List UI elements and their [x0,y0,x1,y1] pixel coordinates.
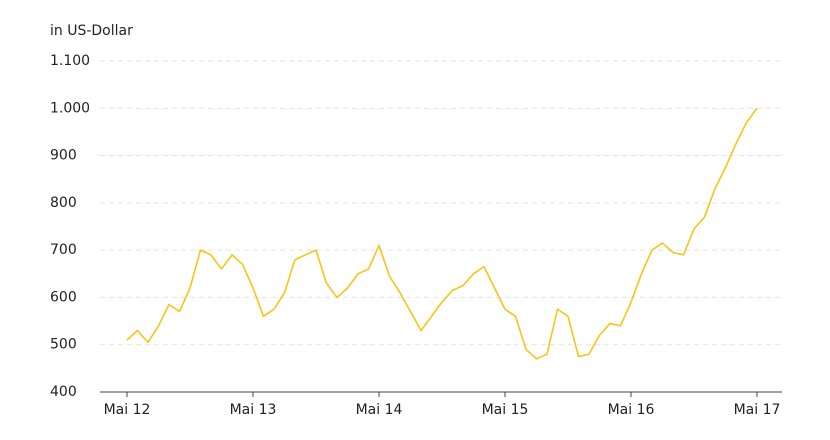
y-tick-label: 1.000 [50,100,90,116]
x-tick-label: Mai 12 [104,402,151,418]
x-tick-label: Mai 17 [734,402,781,418]
y-tick-label: 800 [50,195,77,211]
y-tick-label: 1.100 [50,53,90,69]
y-tick-label: 900 [50,148,77,164]
y-axis-label: in US-Dollar [50,23,133,39]
x-tick-label: Mai 14 [356,402,403,418]
price-line [126,107,758,360]
y-tick-label: 400 [50,384,77,400]
x-tick-label: Mai 13 [230,402,277,418]
x-tick-label: Mai 16 [608,402,655,418]
x-tick-label: Mai 15 [482,402,529,418]
y-tick-label: 600 [50,289,77,305]
y-tick-label: 700 [50,242,77,258]
y-tick-label: 500 [50,337,77,353]
